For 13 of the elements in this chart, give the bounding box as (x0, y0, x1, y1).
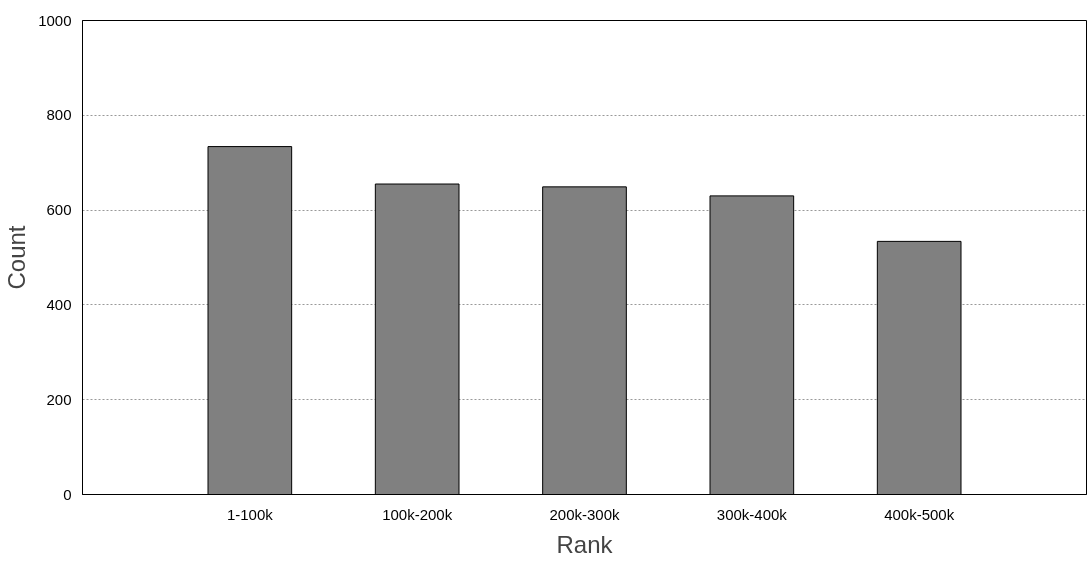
y-tick-label: 800 (46, 106, 72, 124)
x-tick-label: 400k-500k (884, 505, 955, 523)
x-tick-label: 100k-200k (382, 505, 453, 523)
x-tick-label: 300k-400k (716, 505, 788, 523)
y-tick-label: 400 (46, 295, 72, 313)
y-tick-label: 200 (46, 390, 72, 408)
x-axis-title: Rank (556, 530, 614, 558)
y-tick-label: 1000 (38, 11, 72, 29)
y-tick-label: 600 (46, 201, 72, 219)
x-tick-label: 1-100k (226, 505, 274, 523)
y-tick-label: 0 (63, 485, 72, 503)
y-axis-title: Count (3, 225, 31, 290)
x-tick-label: 200k-300k (549, 505, 621, 523)
